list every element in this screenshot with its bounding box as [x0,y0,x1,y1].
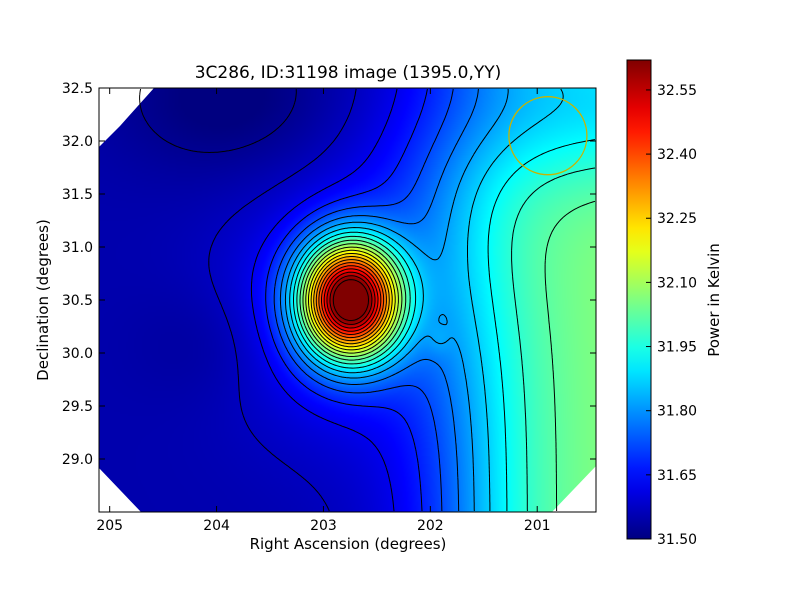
colorbar: 31.50 31.65 31.80 31.95 32.10 32.25 32.40 32.55… [626,59,723,548]
colorbar-tick-label: 32.55 [657,83,697,99]
contour-line-17 [318,262,385,339]
contour-line-7 [289,88,564,511]
contour-line-6 [284,88,509,512]
contour-line-3 [265,88,428,512]
colorbar-label: Power in Kelvin [705,243,723,357]
colorbar-gradient [627,60,651,539]
colorbar-tick-label: 31.50 [657,532,697,548]
colorbar-ticks: 31.50 31.65 31.80 31.95 32.10 32.25 32.40 32.55 [646,83,697,548]
colorbar-frame [626,59,652,540]
contour-line-22 [332,279,369,321]
x-tick-label: 201 [524,518,551,534]
contour-line-11 [302,243,403,357]
colorbar-tick-label: 31.80 [657,404,697,420]
y-tick-label: 32.0 [62,134,93,150]
y-tick-label: 31.0 [62,240,93,256]
contour-line-13 [308,249,396,351]
contour-line-12 [305,246,399,354]
y-tick-label: 29.5 [62,399,93,415]
contour-line-1 [208,88,357,512]
contour-line-2 [250,88,398,512]
y-axis-label: Declination (degrees) [34,219,52,381]
contour-line-15 [313,256,390,345]
contour-line-4 [273,88,454,512]
x-tick-label: 203 [310,518,337,534]
y-tick-label: 31.5 [62,187,93,203]
x-tick-label: 202 [417,518,444,534]
x-tick-label: 205 [96,518,123,534]
contour-line-9 [296,167,596,512]
contour-line-8 [293,139,596,511]
y-axis: 29.0 29.5 30.0 30.5 31.0 31.5 32.0 32.5 [62,81,596,468]
contour-line-10 [299,200,596,511]
colorbar-tick-label: 32.25 [657,211,697,227]
contour-lines [139,88,596,512]
x-axis-label: Right Ascension (degrees) [250,535,447,553]
contour-line-20 [326,271,376,329]
contour-line-5 [279,88,479,512]
contour-line-16 [315,259,387,342]
x-axis: 205 204 203 202 201 [96,88,551,534]
contour-line-14 [310,253,393,348]
y-tick-label: 30.0 [62,346,93,362]
contour-line-18 [321,265,382,335]
beam-marker [508,96,588,176]
contour-line-19 [323,268,379,332]
y-tick-label: 32.5 [62,81,93,97]
y-tick-label: 29.0 [62,452,93,468]
chart-title: 3C286, ID:31198 image (1395.0,YY) [195,63,502,83]
colorbar-tick-label: 31.95 [657,340,697,356]
colorbar-tick-label: 32.40 [657,147,697,163]
x-tick-label: 204 [203,518,230,534]
heatmap-plot-area [98,87,597,513]
contour-line-0 [139,88,297,153]
contour-line-21 [329,275,373,325]
colorbar-tick-label: 31.65 [657,468,697,484]
colorbar-tick-label: 32.10 [657,275,697,291]
heatmap-image [99,88,596,512]
y-tick-label: 30.5 [62,293,93,309]
